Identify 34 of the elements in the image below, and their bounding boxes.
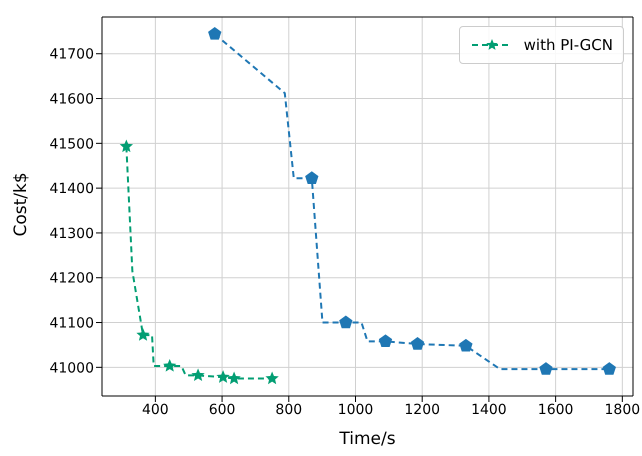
point [305,171,318,184]
point [410,337,424,350]
x-tick-label: 800 [275,402,302,418]
y-axis-title: Cost/k$ [11,172,32,236]
y-tick-label: 41400 [49,181,94,198]
x-tick-label: 1000 [338,402,374,418]
x-tick-label: 1600 [538,402,574,418]
y-tick-label: 41700 [49,46,94,63]
y-tick-label: 41100 [49,316,94,332]
x-tick-label: 400 [142,402,169,418]
point [378,334,392,348]
point [136,328,150,341]
y-tick-label: 41500 [49,136,94,152]
point [227,372,241,384]
x-tick-label: 600 [208,402,236,418]
x-tick-label: 1400 [471,402,507,418]
point [265,372,279,384]
point [191,368,205,382]
point [216,370,230,383]
y-tick-label: 41600 [49,92,94,108]
x-axis-title: Time/s [338,429,396,449]
point [163,358,176,372]
point [459,338,473,352]
point [208,27,222,40]
y-tick-label: 41300 [49,226,94,242]
point [339,316,352,328]
y-tick-label: 41000 [49,360,94,376]
point [120,139,134,152]
point [602,362,616,375]
x-tick-label: 1200 [404,402,440,418]
y-tick-label: 41200 [49,270,94,287]
point [539,362,553,375]
legend-label: with PI-GCN [524,36,613,54]
x-tick-label: 1800 [604,402,640,418]
